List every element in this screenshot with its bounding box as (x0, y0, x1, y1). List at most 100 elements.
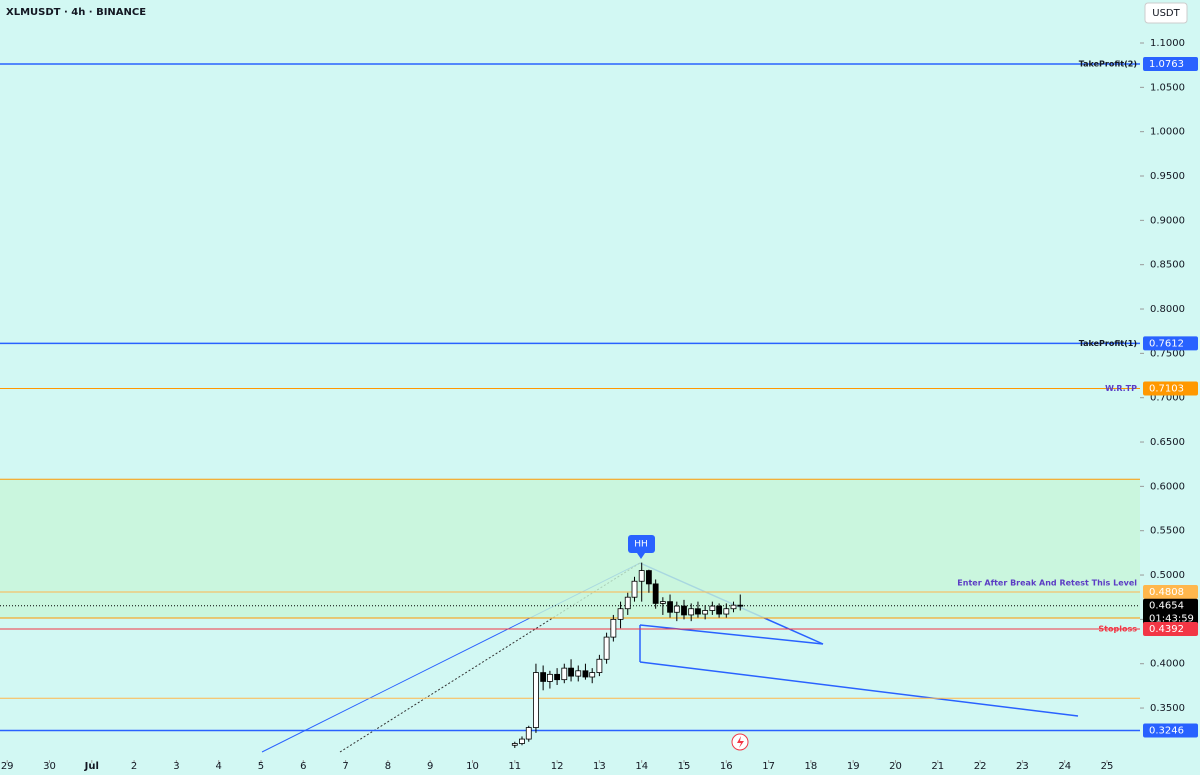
candle-body (568, 667, 574, 677)
candle-body (638, 570, 645, 582)
marker-label: HH (634, 540, 648, 550)
x-tick-label: 11 (508, 761, 521, 772)
price-tag-label: 0.3246 (1149, 726, 1184, 737)
candle-body (561, 667, 568, 681)
y-tick-label: 1.0500 (1150, 82, 1185, 93)
price-tag (1143, 598, 1198, 627)
candle-body (547, 673, 553, 682)
y-tick-label: 0.6500 (1150, 437, 1185, 448)
price-tag-label: 0.4392 (1149, 624, 1184, 635)
level-label: TakeProfit(1) (1079, 339, 1137, 348)
x-tick-label: Jul (84, 761, 99, 772)
x-tick-label: 4 (216, 761, 222, 772)
y-tick-label: 0.7000 (1150, 393, 1185, 404)
candle-body (673, 605, 680, 613)
x-tick-label: 22 (974, 761, 987, 772)
x-tick-label: 23 (1016, 761, 1029, 772)
x-tick-label: 30 (43, 761, 56, 772)
candle-body (554, 673, 560, 681)
dotted-line (339, 562, 641, 753)
candle-body (511, 743, 518, 746)
candle-body (617, 608, 624, 620)
candle-body (610, 618, 617, 638)
candle-body (645, 570, 652, 585)
y-tick-label: 0.5500 (1150, 526, 1185, 537)
x-tick-label: 3 (173, 761, 179, 772)
price-tag (1143, 723, 1198, 738)
projection-line (639, 661, 1079, 717)
x-tick-label: 16 (720, 761, 733, 772)
y-tick-label: 1.0000 (1150, 127, 1185, 138)
x-tick-label: 2 (131, 761, 137, 772)
candle-body (716, 605, 723, 615)
x-tick-label: 9 (427, 761, 433, 772)
x-tick-label: 8 (385, 761, 391, 772)
x-tick-label: 15 (678, 761, 691, 772)
x-tick-label: 24 (1058, 761, 1071, 772)
candle-body (681, 605, 687, 616)
x-tick-label: 18 (805, 761, 818, 772)
price-tag (1143, 621, 1198, 636)
triangle-bottom (639, 624, 824, 645)
alert-bolt (737, 736, 744, 748)
x-tick-label: 20 (889, 761, 902, 772)
candle-body (652, 583, 659, 604)
price-tag (1143, 336, 1198, 351)
candle-body (525, 727, 532, 740)
price-tag (1143, 381, 1198, 396)
x-tick-label: 25 (1101, 761, 1114, 772)
price-tag-label: 0.4808 (1149, 587, 1184, 598)
candle-body (582, 670, 589, 678)
price-tag-label: 0.7103 (1149, 384, 1184, 395)
y-tick-label: 0.8500 (1150, 260, 1185, 271)
marker-box (628, 535, 655, 553)
x-tick-label: 14 (635, 761, 648, 772)
x-tick-label: 13 (593, 761, 606, 772)
candle-body (603, 636, 610, 660)
price-tag (1143, 585, 1198, 600)
candle-body (533, 672, 539, 728)
candle-body (695, 608, 701, 615)
price-tag-label: 0.7612 (1149, 338, 1184, 349)
x-tick-label: 10 (466, 761, 479, 772)
candle-body (596, 658, 603, 673)
candle-body (702, 610, 709, 615)
candle-body (624, 596, 631, 610)
x-tick-label: 7 (342, 761, 348, 772)
candle-body (730, 604, 737, 610)
level-label: Stoploss (1098, 624, 1137, 633)
y-tick-label: 1.1000 (1150, 38, 1185, 49)
x-tick-label: 19 (847, 761, 860, 772)
candle-body (709, 605, 716, 611)
candle-body (659, 601, 666, 604)
candle-body (688, 608, 695, 616)
y-tick-label: 0.3500 (1150, 703, 1185, 714)
chart-title: XLMUSDT · 4h · BINANCE (6, 7, 146, 18)
zone (0, 479, 1140, 619)
y-tick-label: 0.5000 (1150, 570, 1185, 581)
level-label: TakeProfit(2) (1079, 60, 1137, 69)
candle-body (519, 738, 525, 744)
x-tick-label: 29 (1, 761, 14, 772)
x-tick-label: 5 (258, 761, 264, 772)
marker-pointer (637, 553, 645, 559)
candle-body (631, 580, 638, 598)
price-tag-label: 0.4654 (1149, 601, 1184, 612)
price-tag (1143, 57, 1198, 72)
y-tick-label: 0.9500 (1150, 171, 1185, 182)
candle-body (540, 672, 547, 682)
currency-box[interactable] (1144, 2, 1188, 24)
x-tick-label: 17 (762, 761, 775, 772)
currency[interactable]: USDT (1152, 8, 1180, 19)
level-label: Enter After Break And Retest This Level (957, 579, 1137, 588)
candle-body (589, 672, 596, 678)
x-tick-label: 12 (551, 761, 564, 772)
y-tick-label: 0.4000 (1150, 659, 1185, 670)
level-label: W.R.TP (1105, 384, 1137, 393)
price-tag-label: 1.0763 (1149, 59, 1184, 70)
candle-body (667, 601, 673, 613)
candle-body (575, 670, 582, 677)
candle-body (723, 608, 730, 615)
x-tick-label: 6 (300, 761, 306, 772)
